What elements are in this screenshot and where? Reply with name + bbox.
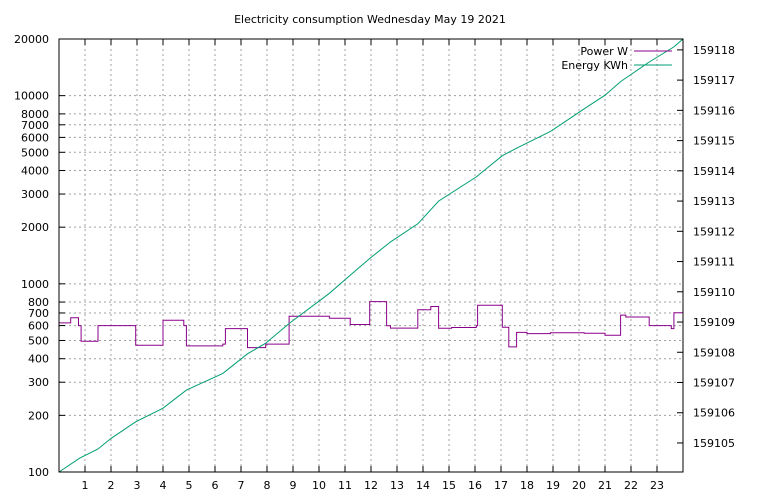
x-tick-label: 11 (338, 479, 352, 492)
x-tick-label: 16 (468, 479, 482, 492)
x-tick-label: 15 (442, 479, 456, 492)
plot-frame (58, 38, 684, 473)
y-right-tick-label: 159113 (693, 195, 735, 208)
y-right-tick-label: 159115 (693, 135, 735, 148)
y-right-tick-label: 159116 (693, 104, 735, 117)
y-left-tick-label: 1000 (21, 278, 49, 291)
x-tick-label: 19 (546, 479, 560, 492)
x-tick-label: 2 (108, 479, 115, 492)
x-tick-label: 21 (598, 479, 612, 492)
y-right-tick-label: 159108 (693, 346, 735, 359)
x-tick-label: 5 (186, 479, 193, 492)
x-tick-label: 3 (134, 479, 141, 492)
y-right-tick-label: 159111 (693, 256, 735, 269)
x-tick-label: 23 (650, 479, 664, 492)
x-tick-label: 13 (390, 479, 404, 492)
x-tick-label: 22 (624, 479, 638, 492)
y-left-tick-label: 700 (28, 307, 49, 320)
x-tick-label: 8 (264, 479, 271, 492)
axis-ticks: 1 2 3 4 5 6 7 8 9 10 11 12 13 14 15 16 17 18 19 20 21 22 23100… (14, 33, 735, 492)
y-right-tick-label: 159118 (693, 44, 735, 57)
y-left-tick-label: 800 (28, 296, 49, 309)
legend-label-power: Power W (580, 45, 628, 58)
y-left-tick-label: 500 (28, 334, 49, 347)
y-right-tick-label: 159107 (693, 376, 735, 389)
x-tick-label: 20 (572, 479, 586, 492)
y-left-tick-label: 8000 (21, 108, 49, 121)
y-left-tick-label: 3000 (21, 188, 49, 201)
x-tick-label: 6 (212, 479, 219, 492)
y-left-tick-label: 20000 (14, 33, 49, 46)
x-tick-label: 18 (520, 479, 534, 492)
x-tick-label: 12 (364, 479, 378, 492)
y-left-tick-label: 4000 (21, 165, 49, 178)
series-line-energy-kwh (58, 38, 684, 473)
y-right-tick-label: 159110 (693, 286, 735, 299)
y-right-tick-label: 159106 (693, 407, 735, 420)
x-tick-label: 14 (416, 479, 430, 492)
y-left-tick-label: 100 (28, 466, 49, 479)
y-left-tick-label: 10000 (14, 90, 49, 103)
x-tick-label: 17 (494, 479, 508, 492)
x-tick-label: 9 (290, 479, 297, 492)
x-tick-label: 7 (238, 479, 245, 492)
y-left-tick-label: 5000 (21, 146, 49, 159)
x-tick-label: 1 (82, 479, 89, 492)
y-left-tick-label: 7000 (21, 119, 49, 132)
series-lines (58, 38, 684, 473)
grid-lines (59, 39, 683, 472)
y-left-tick-label: 600 (28, 320, 49, 333)
legend-label-energy: Energy KWh (561, 59, 628, 72)
y-left-tick-label: 2000 (21, 221, 49, 234)
y-left-tick-label: 6000 (21, 131, 49, 144)
legend: Power W Energy KWh (561, 45, 672, 72)
y-left-tick-label: 300 (28, 376, 49, 389)
y-right-tick-label: 159117 (693, 74, 735, 87)
y-right-tick-label: 159112 (693, 225, 735, 238)
x-tick-label: 4 (160, 479, 167, 492)
y-right-tick-label: 159105 (693, 437, 735, 450)
chart-title: Electricity consumption Wednesday May 19… (234, 13, 506, 26)
x-tick-label: 10 (312, 479, 326, 492)
y-right-tick-label: 159109 (693, 316, 735, 329)
y-right-tick-label: 159114 (693, 165, 735, 178)
y-left-tick-label: 400 (28, 353, 49, 366)
y-left-tick-label: 200 (28, 409, 49, 422)
series-line-power-w (59, 301, 683, 349)
